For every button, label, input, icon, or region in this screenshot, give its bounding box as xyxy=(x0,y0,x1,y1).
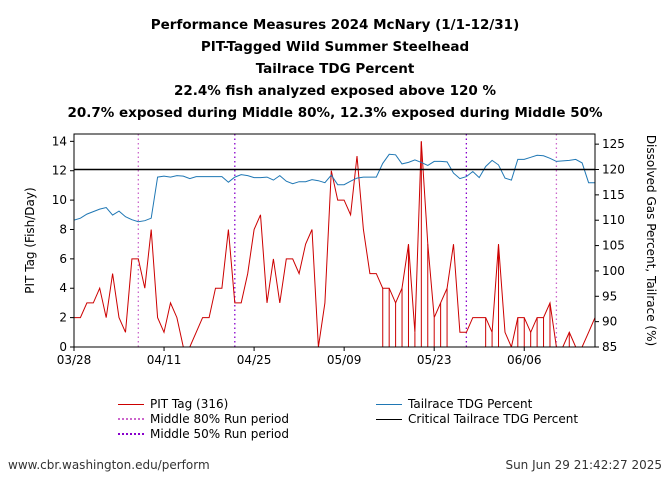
x-tick-label: 04/25 xyxy=(237,353,272,367)
legend-mid80: Middle 80% Run period xyxy=(118,412,289,426)
x-tick-label: 05/09 xyxy=(327,353,362,367)
chart-titles: Performance Measures 2024 McNary (1/1-12… xyxy=(0,14,670,124)
plot-frame xyxy=(73,133,596,348)
left-tick-label: 0 xyxy=(59,340,67,354)
x-tick-label: 06/06 xyxy=(507,353,542,367)
left-tick-label: 14 xyxy=(52,134,67,148)
legend-tdg: Tailrace TDG Percent xyxy=(376,397,532,411)
right-tick-label: 110 xyxy=(602,213,625,227)
footer-url: www.cbr.washington.edu/perform xyxy=(8,458,210,472)
chart-subtitle-measure: Tailrace TDG Percent xyxy=(255,61,415,77)
x-tick-label: 05/23 xyxy=(417,353,452,367)
pit-tag-line xyxy=(74,141,595,347)
legend-mid80-label: Middle 80% Run period xyxy=(150,412,289,426)
legend-mid50: Middle 50% Run period xyxy=(118,427,289,441)
right-tick-label: 90 xyxy=(602,315,617,329)
legend-critical-swatch xyxy=(376,418,402,420)
y-axis-left-label: PIT Tag (Fish/Day) xyxy=(23,187,37,293)
plot-area xyxy=(74,141,595,347)
legend-pit-label: PIT Tag (316) xyxy=(150,397,229,411)
legend-mid80-swatch xyxy=(118,418,144,420)
legend-critical-label: Critical Tailrace TDG Percent xyxy=(408,412,579,426)
right-tick-label: 125 xyxy=(602,137,625,151)
left-tick-label: 2 xyxy=(59,311,67,325)
left-tick-label: 4 xyxy=(59,281,67,295)
tdg-line xyxy=(74,153,595,223)
legend-tdg-swatch xyxy=(376,403,402,405)
legend-mid50-label: Middle 50% Run period xyxy=(150,427,289,441)
x-tick-label: 04/11 xyxy=(147,353,182,367)
right-tick-label: 120 xyxy=(602,163,625,177)
right-tick-label: 105 xyxy=(602,239,625,253)
left-tick-label: 6 xyxy=(59,252,67,266)
chart-subtitle-exposure: 22.4% fish analyzed exposed above 120 % xyxy=(174,83,496,99)
left-tick-label: 8 xyxy=(59,222,67,236)
y-axis-right-label: Dissolved Gas Percent, Tailrace (%) xyxy=(644,135,658,346)
footer-timestamp: Sun Jun 29 21:42:27 2025 xyxy=(505,458,662,472)
chart-subtitle-periods: 20.7% exposed during Middle 80%, 12.3% e… xyxy=(67,105,603,121)
left-tick-label: 12 xyxy=(52,164,67,178)
right-tick-label: 100 xyxy=(602,264,625,278)
x-tick-label: 03/28 xyxy=(57,353,92,367)
legend-mid50-swatch xyxy=(118,433,144,435)
legend-tdg-label: Tailrace TDG Percent xyxy=(408,397,533,411)
chart-subtitle-species: PIT-Tagged Wild Summer Steelhead xyxy=(200,39,470,55)
legend-pit: PIT Tag (316) xyxy=(118,397,228,411)
chart-title: Performance Measures 2024 McNary (1/1-12… xyxy=(150,17,520,33)
right-tick-label: 85 xyxy=(602,340,617,354)
legend-critical: Critical Tailrace TDG Percent xyxy=(376,412,578,426)
legend-pit-swatch xyxy=(118,403,144,405)
right-tick-label: 115 xyxy=(602,188,625,202)
right-tick-label: 95 xyxy=(602,289,617,303)
left-tick-label: 10 xyxy=(52,193,67,207)
